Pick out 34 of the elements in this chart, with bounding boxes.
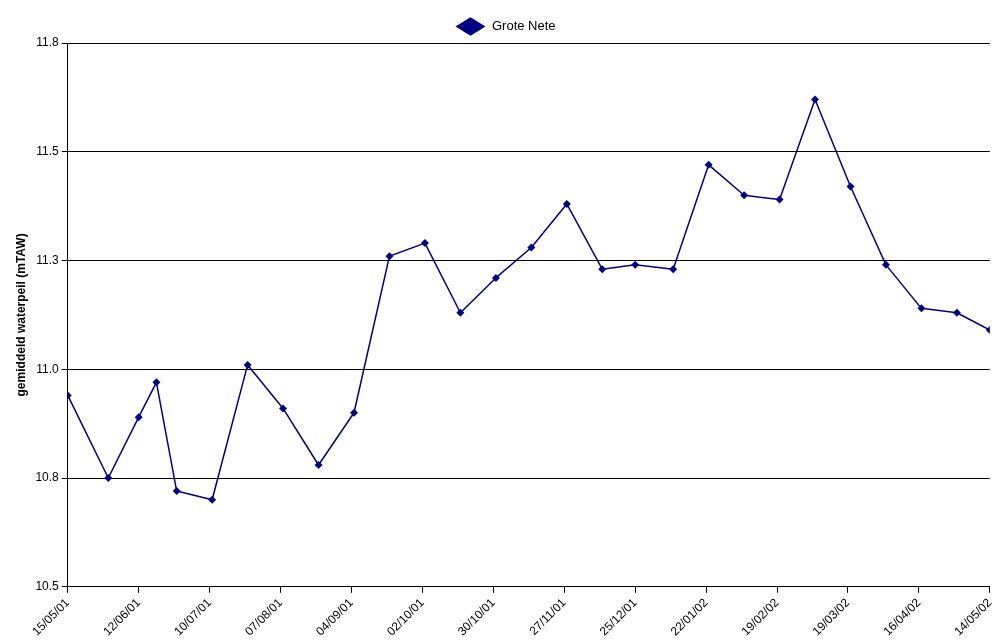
point bbox=[279, 404, 288, 413]
point bbox=[917, 304, 926, 313]
y-tick-label: 10.8 bbox=[35, 470, 60, 485]
point bbox=[491, 273, 500, 282]
legend-label: Grote Nete bbox=[491, 18, 556, 34]
point bbox=[952, 308, 961, 317]
point bbox=[152, 378, 161, 387]
y-tick-label: 11.8 bbox=[36, 35, 60, 50]
point bbox=[172, 487, 181, 496]
point bbox=[669, 265, 678, 274]
point bbox=[420, 239, 429, 248]
point bbox=[562, 199, 571, 208]
y-tick-label: 11.5 bbox=[36, 144, 60, 159]
point bbox=[527, 243, 536, 252]
point bbox=[631, 260, 640, 269]
point bbox=[243, 360, 252, 369]
y-tick-label: 11.3 bbox=[36, 252, 60, 267]
point bbox=[385, 252, 394, 261]
point bbox=[350, 408, 358, 417]
y-tick-label: 11.0 bbox=[36, 361, 60, 376]
y-axis-title: gemiddeld waterpeil (mTAW) bbox=[13, 233, 28, 397]
point bbox=[134, 413, 143, 422]
point bbox=[104, 474, 113, 483]
point bbox=[846, 182, 855, 191]
y-tick-label: 10.5 bbox=[35, 579, 60, 594]
point bbox=[881, 260, 890, 269]
point bbox=[704, 160, 713, 169]
point bbox=[740, 191, 749, 200]
point bbox=[456, 308, 465, 317]
point bbox=[208, 495, 217, 504]
point bbox=[314, 460, 323, 469]
point bbox=[811, 95, 820, 104]
point bbox=[775, 195, 784, 204]
point bbox=[598, 265, 607, 274]
